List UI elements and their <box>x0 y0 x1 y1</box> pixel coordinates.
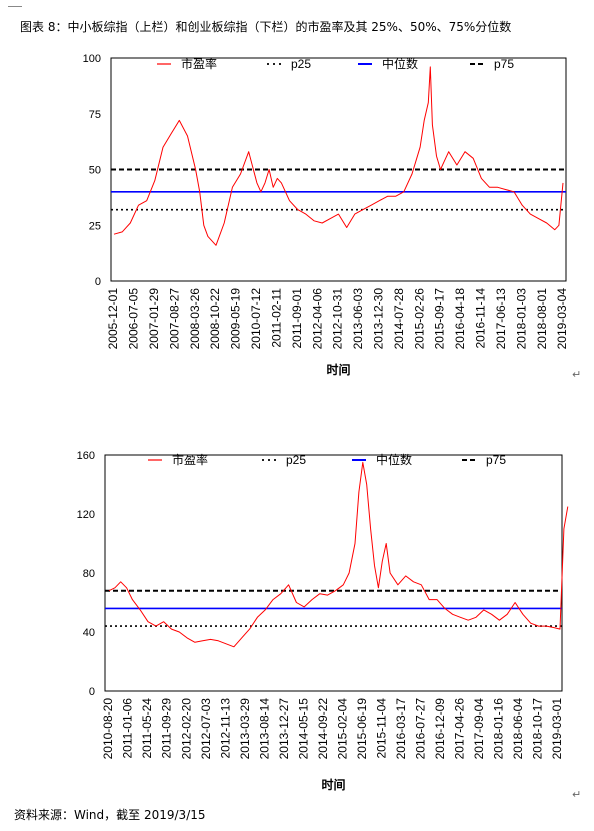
x-tick-label: 2013-06-03 <box>351 288 365 350</box>
x-tick-label: 2014-05-15 <box>296 698 310 760</box>
x-tick-label: 2008-10-22 <box>208 288 222 350</box>
x-tick-label: 2017-09-04 <box>472 698 486 760</box>
legend-p25-label: p25 <box>291 57 311 71</box>
bottom-chart: 0 40 80 120 160 2010-08-20 2011-01-06 2011-05-2… <box>77 450 569 792</box>
x-tick-label: 2016-04-18 <box>453 288 467 350</box>
x-tick-label: 2017-06-13 <box>494 288 508 350</box>
x-tick-label: 2019-03-01 <box>550 698 564 760</box>
x-tick-label: 2015-06-19 <box>355 698 369 760</box>
x-tick-label: 2013-03-29 <box>238 698 252 760</box>
x-tick-label: 2014-07-28 <box>392 288 406 350</box>
y-tick-label: 0 <box>95 276 101 288</box>
legend-median-label: 中位数 <box>382 56 418 71</box>
y-tick-label: 80 <box>83 568 95 580</box>
x-tick-label: 2015-09-17 <box>433 288 447 350</box>
legend-pe-ratio-label: 市盈率 <box>172 452 208 467</box>
x-tick-label: 2018-01-16 <box>492 698 506 760</box>
pe-ratio-series-line <box>108 461 569 648</box>
x-tick-label: 2018-10-17 <box>531 698 545 760</box>
x-tick-label: 2018-06-04 <box>511 698 525 760</box>
x-tick-label: 2012-10-31 <box>331 288 345 350</box>
pe-ratio-series-line <box>113 66 564 246</box>
x-tick-label: 2013-12-30 <box>371 288 385 350</box>
y-tick-label: 50 <box>89 165 101 177</box>
legend-p75-label: p75 <box>494 57 514 71</box>
x-tick-label: 2012-04-06 <box>310 288 324 350</box>
x-tick-label: 2016-07-27 <box>414 698 428 760</box>
x-tick-label: 2011-09-29 <box>160 698 174 759</box>
x-tick-label: 2015-02-04 <box>335 698 349 760</box>
x-tick-label: 2013-12-27 <box>277 698 291 760</box>
legend-p75-label: p75 <box>486 453 506 467</box>
x-tick-label: 2017-04-26 <box>453 698 467 760</box>
paragraph-mark: ↵ <box>572 368 582 381</box>
x-axis-title: 时间 <box>321 777 345 792</box>
x-tick-label: 2015-11-04 <box>374 698 388 759</box>
x-tick-label: 2006-07-05 <box>127 288 141 350</box>
x-tick-label: 2009-05-19 <box>229 288 243 350</box>
y-tick-label: 0 <box>89 686 95 698</box>
x-tick-label: 2012-02-20 <box>179 698 193 760</box>
x-tick-label: 2007-01-29 <box>147 288 161 350</box>
x-tick-label: 2011-01-06 <box>121 698 135 759</box>
source-note: 资料来源：Wind，截至 2019/3/15 <box>14 808 206 822</box>
y-tick-label: 100 <box>83 53 101 65</box>
x-tick-label: 2016-11-14 <box>474 288 488 349</box>
y-tick-label: 25 <box>89 220 101 232</box>
x-tick-label: 2018-08-01 <box>535 288 549 350</box>
x-tick-label: 2007-08-27 <box>167 288 181 350</box>
x-axis-title: 时间 <box>326 362 350 377</box>
corner-mark <box>8 6 22 7</box>
legend-median-label: 中位数 <box>376 452 412 467</box>
x-tick-label: 2011-02-11 <box>269 288 283 348</box>
x-tick-label: 2014-09-22 <box>316 698 330 760</box>
y-tick-label: 75 <box>89 109 101 121</box>
x-tick-label: 2008-03-26 <box>188 288 202 350</box>
x-tick-label: 2010-08-20 <box>101 698 115 760</box>
x-tick-label: 2015-02-26 <box>412 288 426 350</box>
legend-pe-ratio-label: 市盈率 <box>181 56 217 71</box>
x-tick-label: 2011-09-01 <box>290 288 304 349</box>
x-tick-label: 2011-05-24 <box>140 698 154 759</box>
x-tick-label: 2018-01-03 <box>514 288 528 350</box>
y-tick-label: 40 <box>83 627 95 639</box>
figure-caption: 图表 8：中小板综指（上栏）和创业板综指（下栏）的市盈率及其 25%、50%、7… <box>20 20 512 34</box>
x-tick-label: 2013-08-14 <box>257 698 271 760</box>
paragraph-mark: ↵ <box>572 788 582 801</box>
x-tick-label: 2012-11-13 <box>218 698 232 759</box>
x-tick-label: 2019-03-04 <box>555 288 569 350</box>
y-tick-label: 160 <box>77 450 95 462</box>
top-chart: 0 25 50 75 100 2005-12-01 2006-07-05 2007-01-29… <box>83 53 570 377</box>
x-tick-label: 2016-12-09 <box>433 698 447 760</box>
legend-p25-label: p25 <box>286 453 306 467</box>
x-tick-label: 2005-12-01 <box>106 288 120 350</box>
x-tick-label: 2010-07-12 <box>249 288 263 350</box>
x-tick-label: 2016-03-17 <box>394 698 408 760</box>
y-tick-label: 120 <box>77 509 95 521</box>
x-tick-label: 2012-07-03 <box>199 698 213 760</box>
plot-frame <box>104 454 563 692</box>
